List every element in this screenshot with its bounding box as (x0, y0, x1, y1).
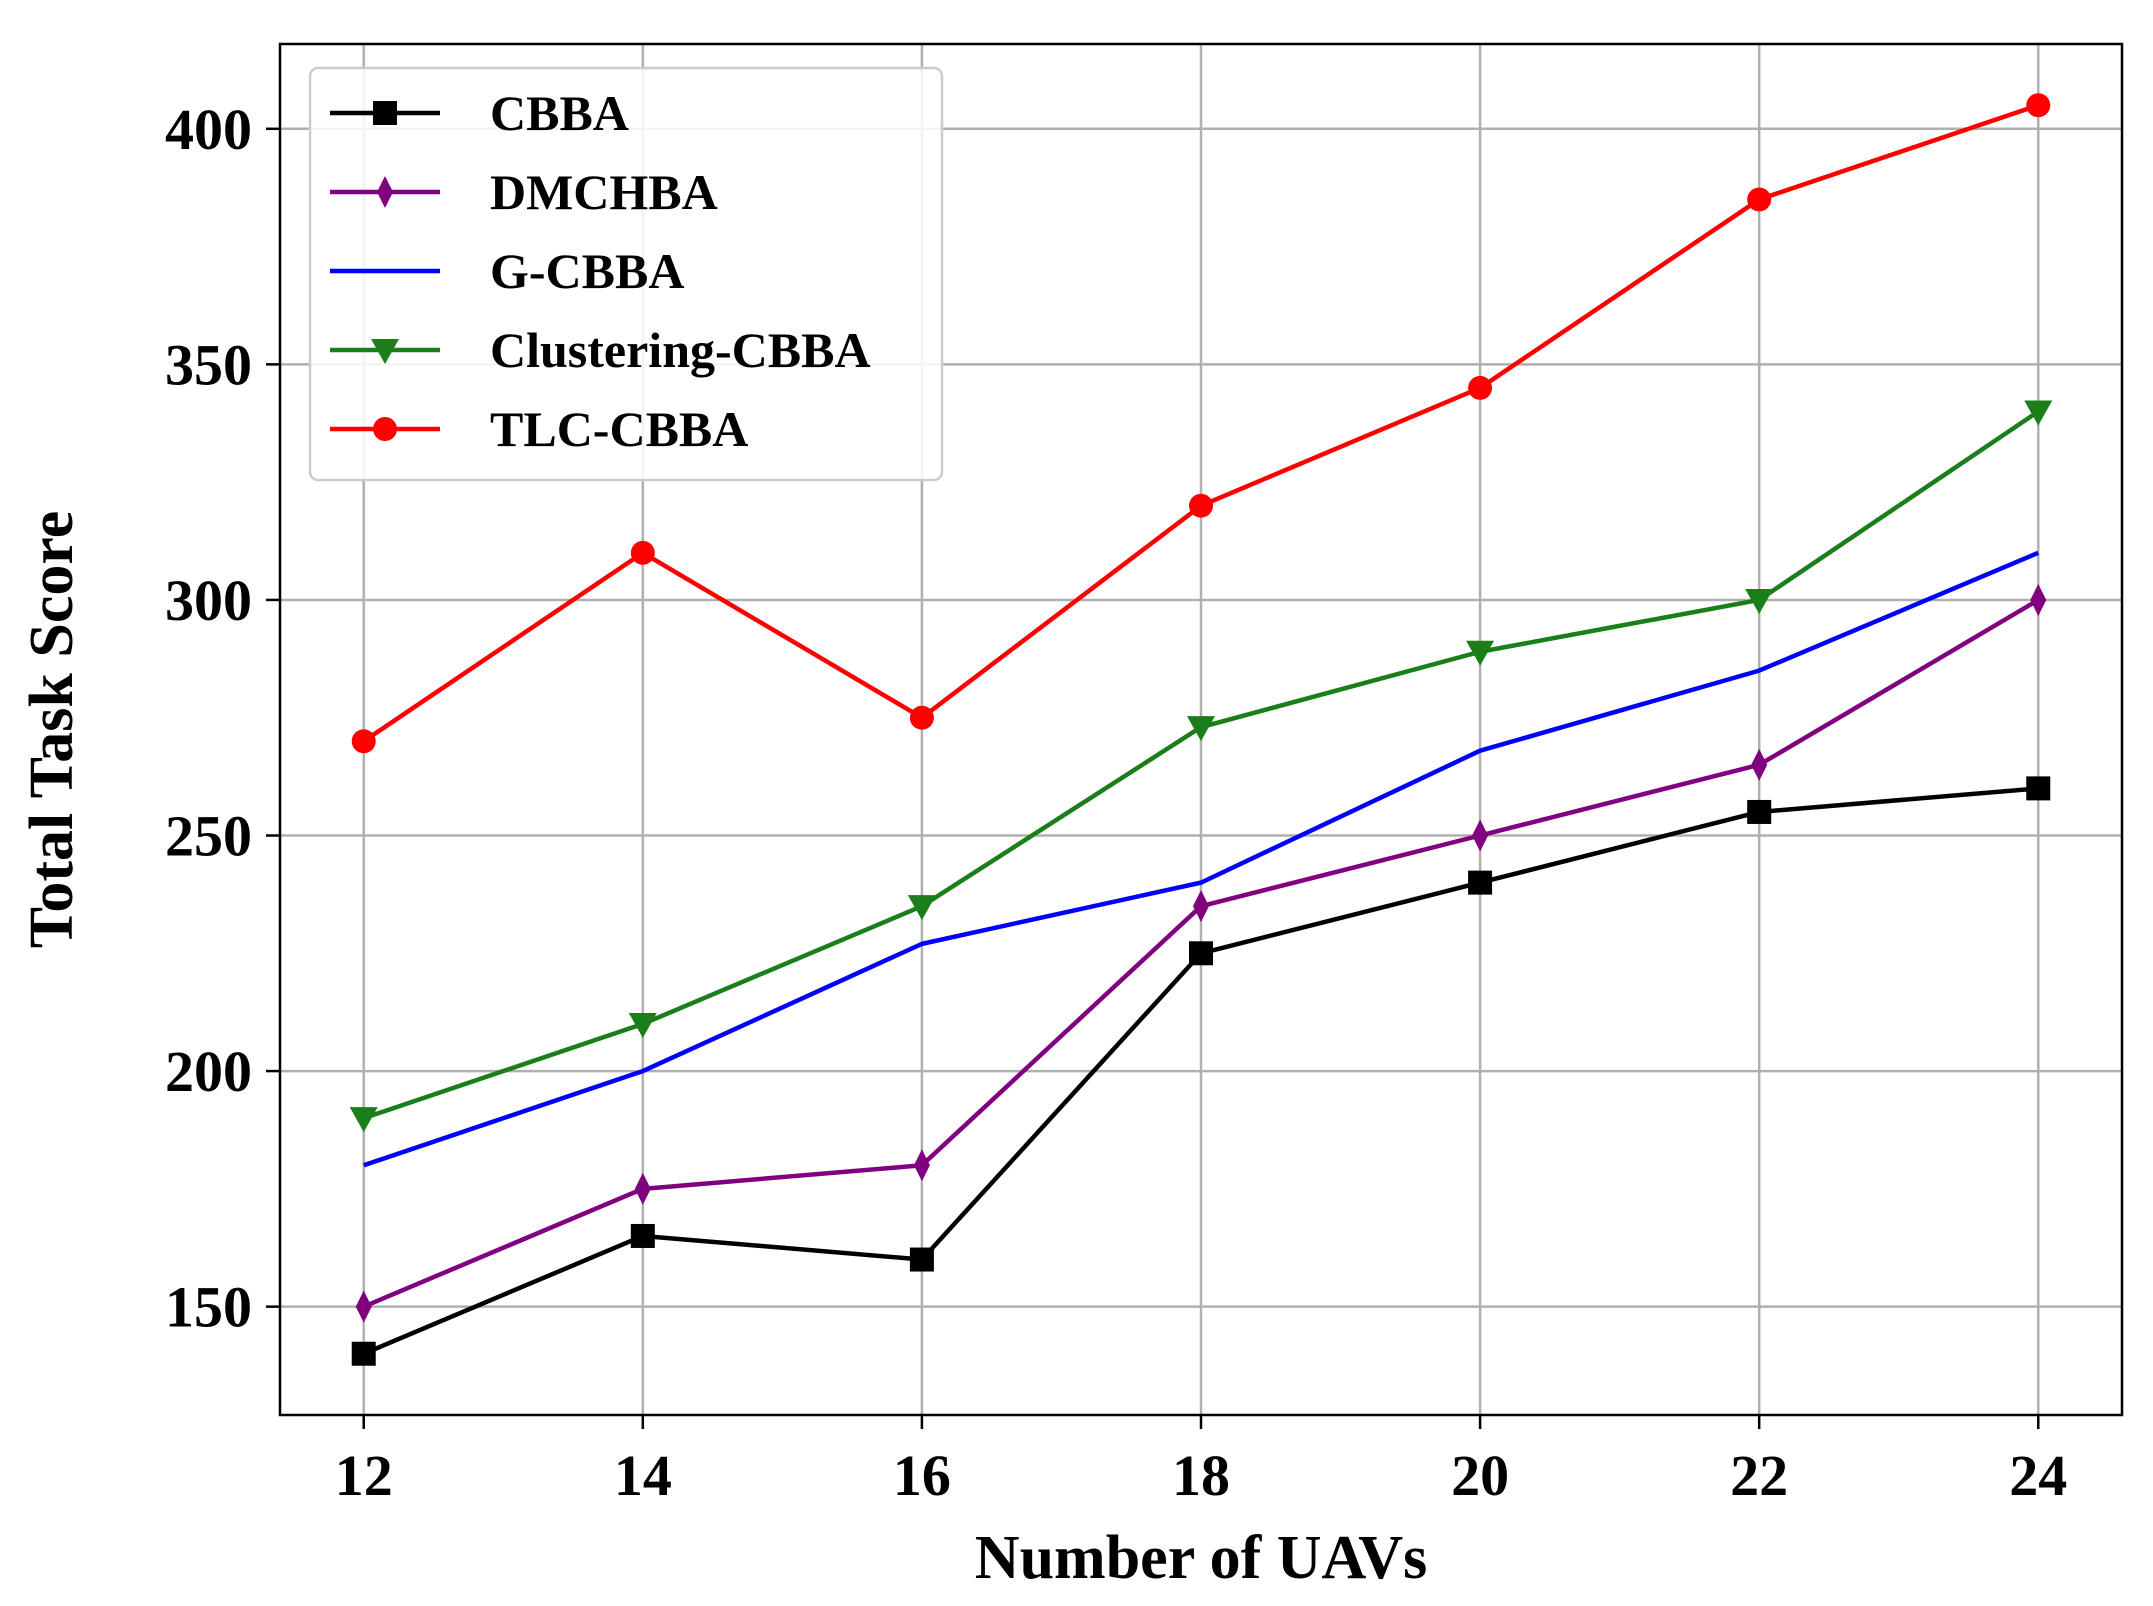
data-point (1745, 588, 1774, 614)
data-point (909, 705, 934, 730)
series-tlc-cbba (351, 93, 2051, 754)
data-point (630, 1223, 655, 1248)
data-point (2024, 400, 2053, 426)
data-point (349, 1107, 378, 1133)
data-point (1468, 375, 1493, 400)
data-point (913, 1149, 930, 1182)
legend-item: G-CBBA (330, 243, 684, 299)
legend-label: G-CBBA (490, 243, 684, 299)
x-tick-label: 18 (1172, 1443, 1230, 1508)
axis-ticks: 12 14 16 18 20 22 24 150 200 250 300 350 400 (165, 97, 2067, 1508)
legend-swatch-marker (373, 101, 397, 125)
legend-item: DMCHBA (330, 164, 718, 220)
legend-label: CBBA (490, 85, 629, 141)
x-tick-label: 20 (1451, 1443, 1509, 1508)
y-tick-label: 200 (165, 1039, 252, 1104)
y-tick-label: 150 (165, 1275, 252, 1340)
legend-label: DMCHBA (490, 164, 718, 220)
data-point (2026, 776, 2051, 801)
data-point (1193, 890, 1209, 923)
data-point (1187, 716, 1215, 742)
series-cbba (351, 776, 2051, 1366)
x-tick-label: 22 (1730, 1443, 1788, 1508)
data-point (1747, 799, 1772, 824)
data-point (351, 1341, 376, 1366)
legend: CBBA DMCHBA G-CBBA Clustering-CBBA TLC-CBBA (308, 66, 944, 482)
data-point (907, 895, 936, 921)
legend-box (308, 66, 944, 482)
legend-item: CBBA (330, 85, 629, 141)
legend-swatch-marker (377, 176, 393, 208)
data-point (909, 1247, 934, 1272)
legend-swatch-marker (373, 417, 397, 441)
y-tick-label: 250 (165, 804, 252, 869)
legend-item: Clustering-CBBA (330, 322, 871, 378)
x-axis-label: Number of UAVs (975, 1524, 1427, 1592)
x-tick-label: 16 (893, 1443, 951, 1508)
series-clustering-cbba (349, 400, 2053, 1133)
data-point (1751, 748, 1768, 781)
data-point (634, 1172, 651, 1205)
data-point (351, 729, 376, 754)
series-dmchba (355, 583, 2047, 1323)
y-tick-label: 350 (165, 332, 252, 397)
data-point (628, 1012, 657, 1038)
data-point (630, 540, 655, 565)
series-line (363, 550, 2040, 1168)
data-point (1747, 187, 1772, 212)
series-g-cbba (363, 550, 2040, 1168)
legend-label: Clustering-CBBA (490, 322, 871, 378)
data-point (2026, 93, 2051, 118)
data-point (355, 1290, 372, 1323)
data-point (2030, 583, 2047, 616)
data-point (1468, 870, 1493, 895)
legend-swatch-marker (371, 339, 399, 364)
y-tick-label: 400 (165, 97, 252, 162)
series-lines (349, 93, 2053, 1366)
data-point (1472, 819, 1489, 852)
legend-label: TLC-CBBA (490, 401, 748, 457)
x-tick-label: 14 (614, 1443, 672, 1508)
data-point (1466, 640, 1495, 666)
x-tick-label: 24 (2009, 1443, 2067, 1508)
x-tick-label: 12 (335, 1443, 393, 1508)
y-axis-label: Total Task Score (18, 511, 86, 949)
legend-item: TLC-CBBA (330, 401, 748, 457)
data-point (1189, 493, 1213, 518)
data-point (1189, 941, 1213, 966)
y-tick-label: 300 (165, 568, 252, 633)
